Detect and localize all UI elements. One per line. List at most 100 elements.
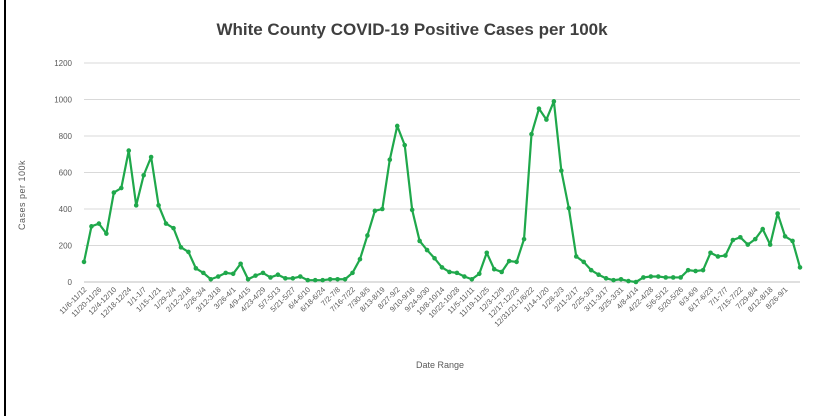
data-point — [588, 267, 594, 273]
y-tick-label: 400 — [59, 205, 73, 214]
data-point — [156, 203, 161, 208]
data-point — [89, 224, 94, 229]
data-point — [566, 205, 572, 211]
data-point — [163, 221, 169, 226]
data-point — [424, 247, 430, 253]
data-point — [357, 256, 363, 262]
left-border-line — [4, 0, 6, 416]
data-point — [148, 154, 154, 160]
data-point — [469, 276, 475, 282]
data-point — [536, 106, 542, 111]
data-point — [491, 266, 497, 272]
data-point — [290, 276, 296, 281]
data-point — [745, 242, 751, 247]
data-point — [193, 266, 199, 271]
data-point — [670, 275, 676, 280]
data-point — [603, 276, 609, 281]
data-point — [111, 190, 117, 195]
data-point — [186, 249, 191, 255]
y-tick-label: 0 — [68, 278, 73, 287]
data-point — [551, 99, 557, 104]
y-tick-label: 1000 — [54, 96, 72, 105]
data-point — [685, 267, 691, 273]
data-point — [305, 277, 311, 283]
data-point — [312, 277, 318, 283]
data-point — [790, 238, 795, 244]
y-tick-label: 1200 — [54, 59, 72, 68]
data-point — [141, 172, 146, 178]
data-point — [372, 208, 378, 214]
y-tick-label: 200 — [59, 242, 73, 251]
data-point — [238, 261, 243, 267]
data-point — [81, 259, 87, 265]
data-point — [760, 226, 766, 232]
data-point — [544, 117, 549, 122]
data-point — [126, 148, 132, 153]
series-line — [82, 100, 802, 284]
data-point — [782, 234, 788, 239]
data-point — [476, 271, 482, 277]
data-point — [715, 254, 721, 259]
data-point — [215, 274, 221, 279]
data-point — [439, 265, 445, 270]
data-point — [432, 255, 437, 261]
data-point — [96, 221, 102, 226]
data-point — [283, 276, 288, 281]
data-point — [409, 207, 415, 213]
data-point — [738, 234, 743, 240]
y-tick-label: 600 — [59, 169, 73, 178]
data-point — [178, 245, 184, 250]
y-tick-label: 800 — [59, 132, 73, 141]
data-point — [320, 277, 325, 283]
chart-title: White County COVID-19 Positive Cases per… — [216, 20, 608, 39]
data-point — [655, 274, 661, 279]
data-point — [506, 258, 512, 264]
data-point — [484, 250, 490, 256]
data-point — [678, 275, 683, 280]
data-point — [723, 253, 728, 258]
data-point — [693, 268, 698, 274]
data-point — [618, 276, 624, 282]
data-point — [402, 142, 408, 148]
data-point — [327, 276, 333, 282]
data-point — [633, 279, 639, 285]
data-point — [775, 211, 780, 216]
data-point — [700, 267, 706, 273]
x-axis-label: Date Range — [415, 360, 465, 370]
data-point — [380, 206, 385, 212]
data-point — [521, 236, 527, 242]
data-point — [387, 157, 393, 163]
data-point — [133, 203, 139, 208]
data-point — [559, 168, 564, 173]
data-point — [208, 276, 214, 282]
data-point — [335, 276, 340, 282]
data-point — [752, 236, 758, 242]
data-point — [462, 274, 467, 279]
data-point — [201, 270, 206, 276]
data-point — [648, 274, 654, 279]
data-point — [708, 250, 713, 256]
data-point — [104, 231, 109, 236]
data-point — [118, 185, 124, 191]
data-point — [767, 242, 773, 247]
data-point — [297, 274, 303, 279]
data-point — [350, 270, 355, 276]
data-point — [365, 233, 370, 238]
data-point — [230, 271, 236, 277]
data-point — [573, 254, 579, 259]
data-point — [529, 131, 534, 137]
data-point — [253, 273, 258, 278]
data-point — [223, 270, 229, 276]
data-point — [641, 275, 646, 280]
data-point — [447, 269, 452, 275]
data-point — [342, 276, 348, 282]
data-point — [454, 270, 460, 276]
data-point — [260, 270, 266, 276]
data-point — [581, 259, 587, 265]
data-point — [245, 276, 251, 282]
data-point — [394, 123, 400, 129]
data-point — [499, 269, 504, 275]
data-point — [514, 259, 519, 265]
